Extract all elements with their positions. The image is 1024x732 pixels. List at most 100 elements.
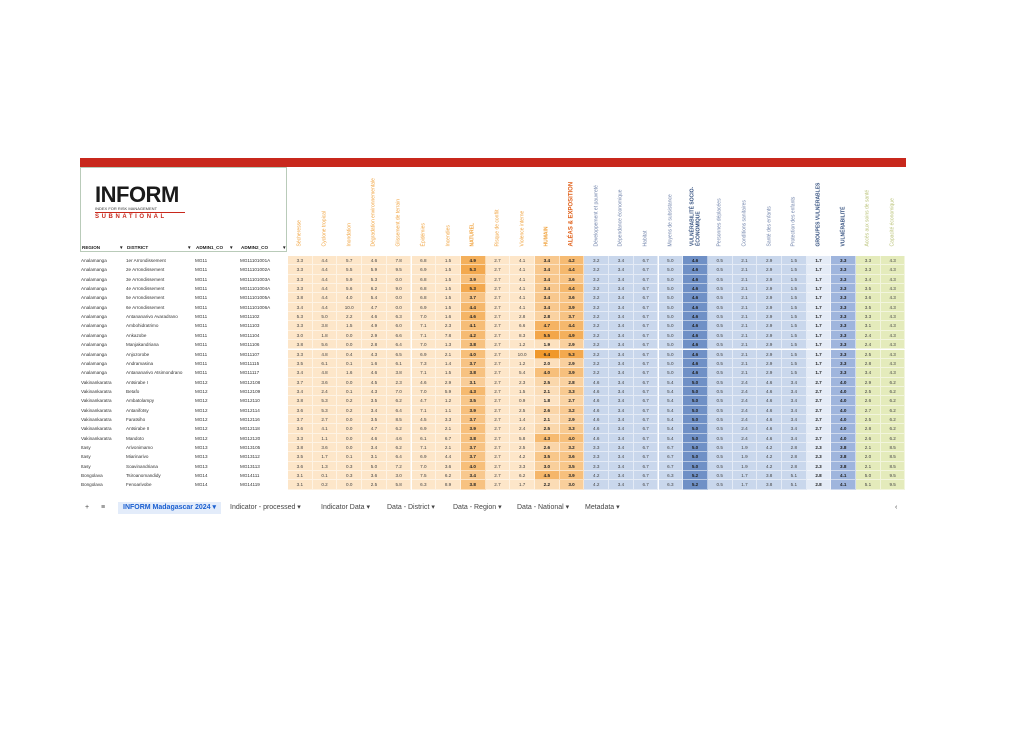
value-cell[interactable]: 4.6 [683, 274, 708, 285]
value-cell[interactable]: 3.4 [362, 405, 387, 415]
value-cell[interactable]: 1.9 [732, 461, 758, 472]
value-cell[interactable]: 3.1 [288, 471, 313, 481]
value-cell[interactable]: 6.3 [658, 471, 684, 481]
filter-icon[interactable]: ▼ [119, 245, 124, 250]
value-cell[interactable]: 6.3 [658, 480, 684, 490]
value-cell[interactable]: 3.6 [559, 274, 585, 285]
value-cell[interactable]: 6.7 [633, 312, 659, 322]
value-cell[interactable]: 3.5 [460, 396, 486, 406]
column-header[interactable]: Violence interne [510, 170, 535, 250]
value-cell[interactable]: 7.5 [411, 471, 437, 481]
value-cell[interactable]: 4.4 [312, 274, 338, 285]
value-cell[interactable]: 4.0 [337, 293, 363, 303]
value-cell[interactable]: 2.9 [757, 284, 782, 294]
value-cell[interactable]: 6.4 [386, 340, 412, 350]
cell-region[interactable]: Itasy [81, 463, 91, 469]
value-cell[interactable]: 2.7 [485, 265, 511, 275]
value-cell[interactable]: 5.0 [683, 396, 708, 406]
value-cell[interactable]: 3.2 [584, 321, 610, 331]
value-cell[interactable]: 0.5 [707, 377, 733, 387]
value-cell[interactable]: 2.7 [485, 424, 511, 434]
value-cell[interactable]: 4.6 [362, 433, 387, 443]
value-cell[interactable]: 9.5 [880, 471, 906, 481]
column-header[interactable]: Accès aux soins de santé [856, 170, 881, 250]
cell-district[interactable]: 6e Arrondissement [126, 304, 165, 310]
value-cell[interactable]: 0.5 [707, 358, 733, 369]
value-cell[interactable]: 4.1 [460, 321, 486, 331]
value-cell[interactable]: 3.9 [460, 405, 486, 415]
value-cell[interactable]: 4.1 [510, 265, 535, 275]
column-header[interactable]: Moyens de subsistance [659, 170, 684, 250]
value-cell[interactable]: 2.9 [559, 358, 585, 369]
value-cell[interactable]: 1.2 [510, 358, 535, 369]
value-cell[interactable]: 2.1 [732, 312, 758, 322]
value-cell[interactable]: 2.8 [535, 312, 560, 322]
value-cell[interactable]: 3.2 [584, 368, 610, 378]
value-cell[interactable]: 5.0 [683, 433, 708, 443]
value-cell[interactable]: 3.8 [460, 368, 486, 378]
value-cell[interactable]: 6.7 [658, 452, 684, 462]
value-cell[interactable]: 2.1 [732, 368, 758, 378]
value-cell[interactable]: 3.9 [460, 424, 486, 434]
value-cell[interactable]: 3.5 [362, 396, 387, 406]
value-cell[interactable]: 5.3 [312, 396, 338, 406]
value-cell[interactable]: 5.4 [658, 414, 684, 425]
add-sheet-button[interactable]: + [85, 504, 90, 511]
value-cell[interactable]: 3.3 [856, 312, 881, 322]
value-cell[interactable]: 6.7 [633, 349, 659, 359]
value-cell[interactable]: 4.7 [362, 302, 387, 313]
value-cell[interactable]: 3.5 [362, 414, 387, 425]
value-cell[interactable]: 0.5 [707, 471, 733, 481]
value-cell[interactable]: 4.0 [831, 433, 857, 443]
value-cell[interactable]: 4.6 [683, 265, 708, 275]
value-cell[interactable]: 1.3 [436, 340, 461, 350]
value-cell[interactable]: 2.1 [732, 284, 758, 294]
value-cell[interactable]: 1.7 [806, 358, 832, 369]
cell-admin2[interactable]: MG14119 [240, 482, 260, 488]
value-cell[interactable]: 4.3 [362, 386, 387, 397]
value-cell[interactable]: 3.8 [288, 293, 313, 303]
value-cell[interactable]: 2.7 [806, 377, 832, 387]
value-cell[interactable]: 3.2 [559, 443, 585, 453]
value-cell[interactable]: 3.4 [609, 256, 634, 266]
value-cell[interactable]: 5.8 [386, 480, 412, 490]
cell-admin2[interactable]: MG12118 [240, 426, 260, 432]
value-cell[interactable]: 0.5 [707, 349, 733, 359]
column-header[interactable]: Capacité économique [881, 170, 906, 250]
value-cell[interactable]: 3.9 [559, 368, 585, 378]
value-cell[interactable]: 4.6 [683, 330, 708, 341]
value-cell[interactable]: 3.8 [460, 433, 486, 443]
cell-district[interactable]: Antsirabe I [126, 379, 148, 385]
value-cell[interactable]: 5.0 [658, 349, 684, 359]
value-cell[interactable]: 2.5 [856, 349, 881, 359]
value-cell[interactable]: 5.0 [856, 471, 881, 481]
value-cell[interactable]: 2.1 [732, 265, 758, 275]
value-cell[interactable]: 3.0 [535, 461, 560, 472]
value-cell[interactable]: 5.4 [658, 396, 684, 406]
value-cell[interactable]: 1.6 [337, 368, 363, 378]
value-cell[interactable]: 4.4 [312, 256, 338, 266]
value-cell[interactable]: 0.1 [337, 452, 363, 462]
value-cell[interactable]: 4.4 [436, 452, 461, 462]
cell-admin1[interactable]: MG11 [195, 370, 208, 376]
value-cell[interactable]: 3.3 [584, 461, 610, 472]
cell-district[interactable]: 1er Arrondissement [126, 258, 166, 263]
value-cell[interactable]: 3.2 [584, 340, 610, 350]
value-cell[interactable]: 1.5 [510, 386, 535, 397]
value-cell[interactable]: 3.3 [288, 321, 313, 331]
value-cell[interactable]: 5.6 [337, 284, 363, 294]
cell-admin2[interactable]: MG11101004A [240, 286, 271, 292]
cell-district[interactable]: Betafo [126, 388, 140, 394]
value-cell[interactable]: 4.1 [510, 274, 535, 285]
value-cell[interactable]: 4.6 [757, 386, 782, 397]
value-cell[interactable]: 3.3 [831, 312, 857, 322]
value-cell[interactable]: 3.4 [782, 405, 807, 415]
value-cell[interactable]: 4.7 [411, 396, 437, 406]
value-cell[interactable]: 2.4 [732, 433, 758, 443]
value-cell[interactable]: 2.1 [732, 349, 758, 359]
value-cell[interactable]: 3.4 [782, 414, 807, 425]
value-cell[interactable]: 2.1 [436, 424, 461, 434]
column-header[interactable]: Santé des enfants [757, 170, 782, 250]
cell-district[interactable]: Antanifotsy [126, 407, 149, 413]
value-cell[interactable]: 6.7 [633, 377, 659, 387]
